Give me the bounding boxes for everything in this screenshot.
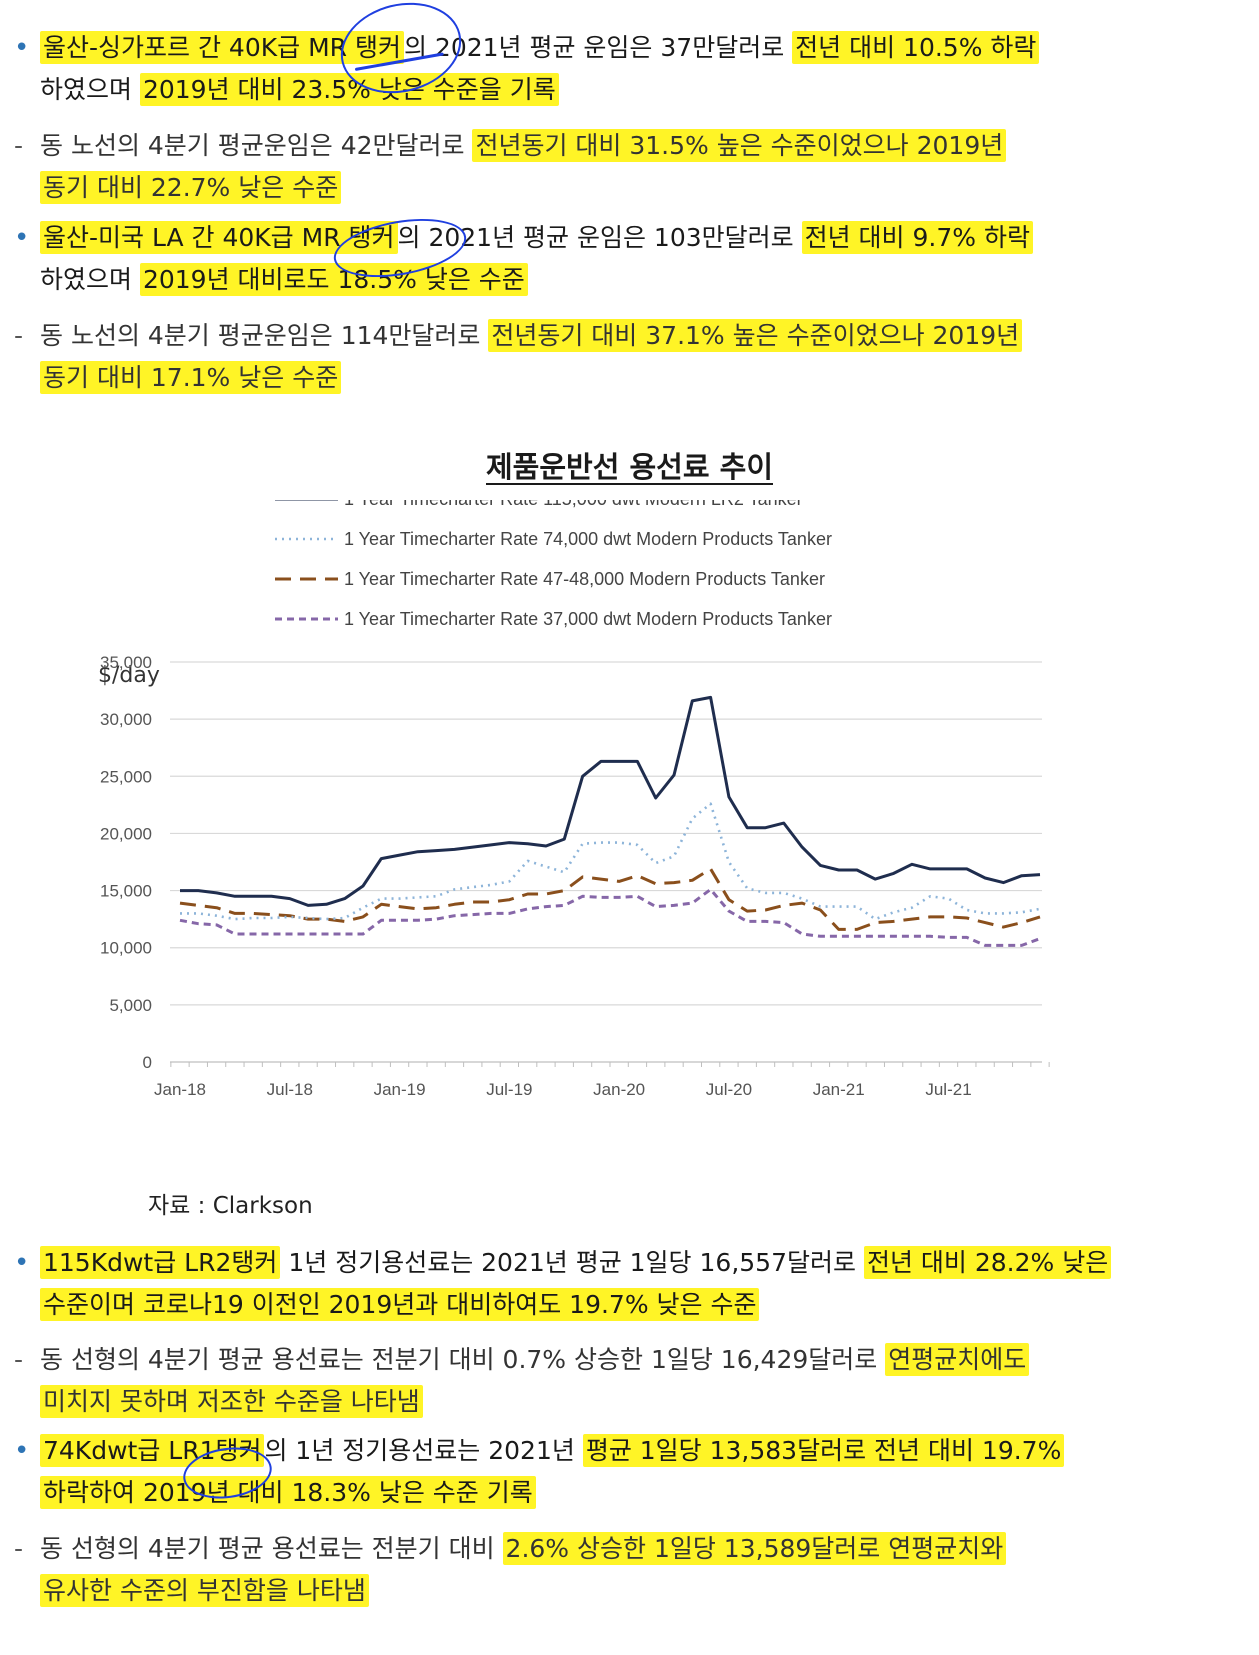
legend-label: 1 Year Timecharter Rate 74,000 dwt Moder… [344, 529, 832, 549]
highlighted-text: 전년 대비 10.5% 하락 [792, 31, 1040, 64]
y-tick-label: 10,000 [100, 939, 152, 958]
body-text: 동 선형의 4분기 평균 용선료는 전분기 대비 [40, 1534, 503, 1563]
x-tick-label: Jan-19 [374, 1080, 426, 1099]
series-line-2 [180, 802, 1041, 921]
chart-series-lines [179, 695, 1041, 947]
highlighted-text: 전년 대비 28.2% 낮은 [863, 1246, 1112, 1279]
text-line: 동기 대비 17.1% 낮은 수준 [40, 360, 342, 396]
text-line: 115Kdwt급 LR2탱커 1년 정기용선료는 2021년 평균 1일당 16… [40, 1245, 1112, 1281]
x-tick-label: Jul-20 [706, 1080, 752, 1099]
highlighted-text: 연평균치에도 [885, 1343, 1030, 1376]
dash-marker: - [14, 1345, 24, 1374]
highlighted-text: 울산-싱가포르 간 40K급 MR 탱커 [40, 31, 404, 64]
highlighted-text: 2.6% 상승한 1일당 13,589달러로 연평균치와 [502, 1532, 1007, 1565]
series-line-1 [180, 695, 1041, 907]
y-tick-label: 0 [143, 1053, 152, 1072]
highlighted-text: 2019년 대비 23.5% 낮은 수준을 기록 [139, 73, 559, 106]
y-tick-label: 30,000 [100, 710, 152, 729]
legend-label: 1 Year Timecharter Rate 115,000 dwt Mode… [344, 500, 803, 509]
x-tick-label: Jan-20 [593, 1080, 645, 1099]
x-axis: Jan-18 Jul-18 Jan-19 Jul-19 Jan-20 Jul-20 Jan-… [154, 1062, 1050, 1099]
body-text: 하였으며 [40, 75, 140, 104]
legend-label: 1 Year Timecharter Rate 47-48,000 Modern… [344, 569, 825, 589]
body-text: 하였으며 [40, 265, 140, 294]
highlighted-text: 동기 대비 17.1% 낮은 수준 [40, 361, 342, 394]
text-line: 하였으며 2019년 대비 23.5% 낮은 수준을 기록 [40, 72, 559, 108]
line-chart: 1 Year Timecharter Rate 115,000 dwt Mode… [98, 500, 1050, 1099]
source-note: 자료 : Clarkson [148, 1193, 313, 1219]
bullet-marker: • [14, 223, 30, 253]
bullet-marker: • [14, 33, 30, 63]
y-axis-ticks: 0 5,000 10,000 15,000 20,000 25,000 30,000 35,0… [100, 653, 152, 1072]
x-tick-label: Jul-18 [267, 1080, 313, 1099]
text-line: 미치지 못하며 저조한 수준을 나타냄 [40, 1384, 423, 1420]
highlighted-text: 74Kdwt급 LR1탱커 [40, 1434, 265, 1467]
highlighted-text: 수준이며 코로나19 이전인 2019년과 대비하여도 19.7% 낮은 수준 [40, 1288, 760, 1321]
body-text: 동 노선의 4분기 평균운임은 114만달러로 [40, 321, 489, 350]
chart-legend: 1 Year Timecharter Rate 115,000 dwt Mode… [275, 500, 832, 629]
body-text: 동 선형의 4분기 평균 용선료는 전분기 대비 0.7% 상승한 1일당 16… [40, 1345, 886, 1374]
text-line: 동 선형의 4분기 평균 용선료는 전분기 대비 2.6% 상승한 1일당 13… [40, 1531, 1007, 1567]
text-line: 동 선형의 4분기 평균 용선료는 전분기 대비 0.7% 상승한 1일당 16… [40, 1342, 1030, 1378]
body-text: 의 2021년 평균 운임은 103만달러로 [397, 223, 802, 252]
body-text: 의 1년 정기용선료는 2021년 [264, 1436, 583, 1465]
x-tick-label: Jul-21 [925, 1080, 971, 1099]
x-tick-label: Jan-18 [154, 1080, 206, 1099]
text-line: 동 노선의 4분기 평균운임은 114만달러로 전년동기 대비 37.1% 높은… [40, 318, 1023, 354]
highlighted-text: 평균 1일당 13,583달러로 전년 대비 19.7% [582, 1434, 1065, 1467]
dash-marker: - [14, 321, 24, 350]
highlighted-text: 전년동기 대비 37.1% 높은 수준이었으나 2019년 [488, 319, 1023, 352]
y-tick-label: 35,000 [100, 653, 152, 672]
highlighted-text: 하락하여 2019년 대비 18.3% 낮은 수준 기록 [40, 1476, 536, 1509]
chart-title-text: 제품운반선 용선료 추이 [486, 450, 773, 484]
y-tick-label: 25,000 [100, 767, 152, 786]
text-line: 하락하여 2019년 대비 18.3% 낮은 수준 기록 [40, 1475, 536, 1511]
text-line: 울산-미국 LA 간 40K급 MR 탱커 의 2021년 평균 운임은 103만… [40, 220, 1033, 256]
dash-marker: - [14, 131, 24, 160]
chart-title: 제품운반선 용선료 추이 [0, 447, 1259, 487]
legend-label: 1 Year Timecharter Rate 37,000 dwt Moder… [344, 609, 832, 629]
highlighted-text: 유사한 수준의 부진함을 나타냄 [40, 1574, 369, 1607]
x-tick-label: Jul-19 [486, 1080, 532, 1099]
text-line: 동기 대비 22.7% 낮은 수준 [40, 170, 342, 206]
highlighted-text: 전년동기 대비 31.5% 높은 수준이었으나 2019년 [472, 129, 1007, 162]
x-tick-label: Jan-21 [813, 1080, 865, 1099]
text-line: 하였으며 2019년 대비로도 18.5% 낮은 수준 [40, 262, 528, 298]
y-axis-label: $/day [98, 663, 160, 688]
y-tick-label: 5,000 [109, 996, 152, 1015]
highlighted-text: 동기 대비 22.7% 낮은 수준 [40, 171, 342, 204]
highlighted-text: 2019년 대비로도 18.5% 낮은 수준 [139, 263, 528, 296]
text-line: 74Kdwt급 LR1탱커 의 1년 정기용선료는 2021년 평균 1일당 13… [40, 1433, 1065, 1469]
body-text: 1년 정기용선료는 2021년 평균 1일당 16,557달러로 [280, 1248, 864, 1277]
series-line-3 [179, 867, 1041, 931]
highlighted-text: 울산-미국 LA 간 40K급 MR 탱커 [40, 221, 398, 254]
bullet-marker: • [14, 1436, 30, 1466]
y-tick-label: 20,000 [100, 824, 152, 843]
text-line: 동 노선의 4분기 평균운임은 42만달러로 전년동기 대비 31.5% 높은 … [40, 128, 1007, 164]
text-line: 유사한 수준의 부진함을 나타냄 [40, 1573, 369, 1609]
chart-gridlines [170, 661, 1042, 1063]
body-text: 의 2021년 평균 운임은 37만달러로 [403, 33, 793, 62]
y-tick-label: 15,000 [100, 882, 152, 901]
text-line: 울산-싱가포르 간 40K급 MR 탱커 의 2021년 평균 운임은 37만달러… [40, 30, 1040, 66]
dash-marker: - [14, 1534, 24, 1563]
bullet-marker: • [14, 1248, 30, 1278]
text-line: 수준이며 코로나19 이전인 2019년과 대비하여도 19.7% 낮은 수준 [40, 1287, 760, 1323]
highlighted-text: 115Kdwt급 LR2탱커 [40, 1246, 281, 1279]
highlighted-text: 미치지 못하며 저조한 수준을 나타냄 [40, 1385, 423, 1418]
body-text: 동 노선의 4분기 평균운임은 42만달러로 [40, 131, 473, 160]
series-line-4 [179, 887, 1041, 947]
highlighted-text: 전년 대비 9.7% 하락 [801, 221, 1033, 254]
